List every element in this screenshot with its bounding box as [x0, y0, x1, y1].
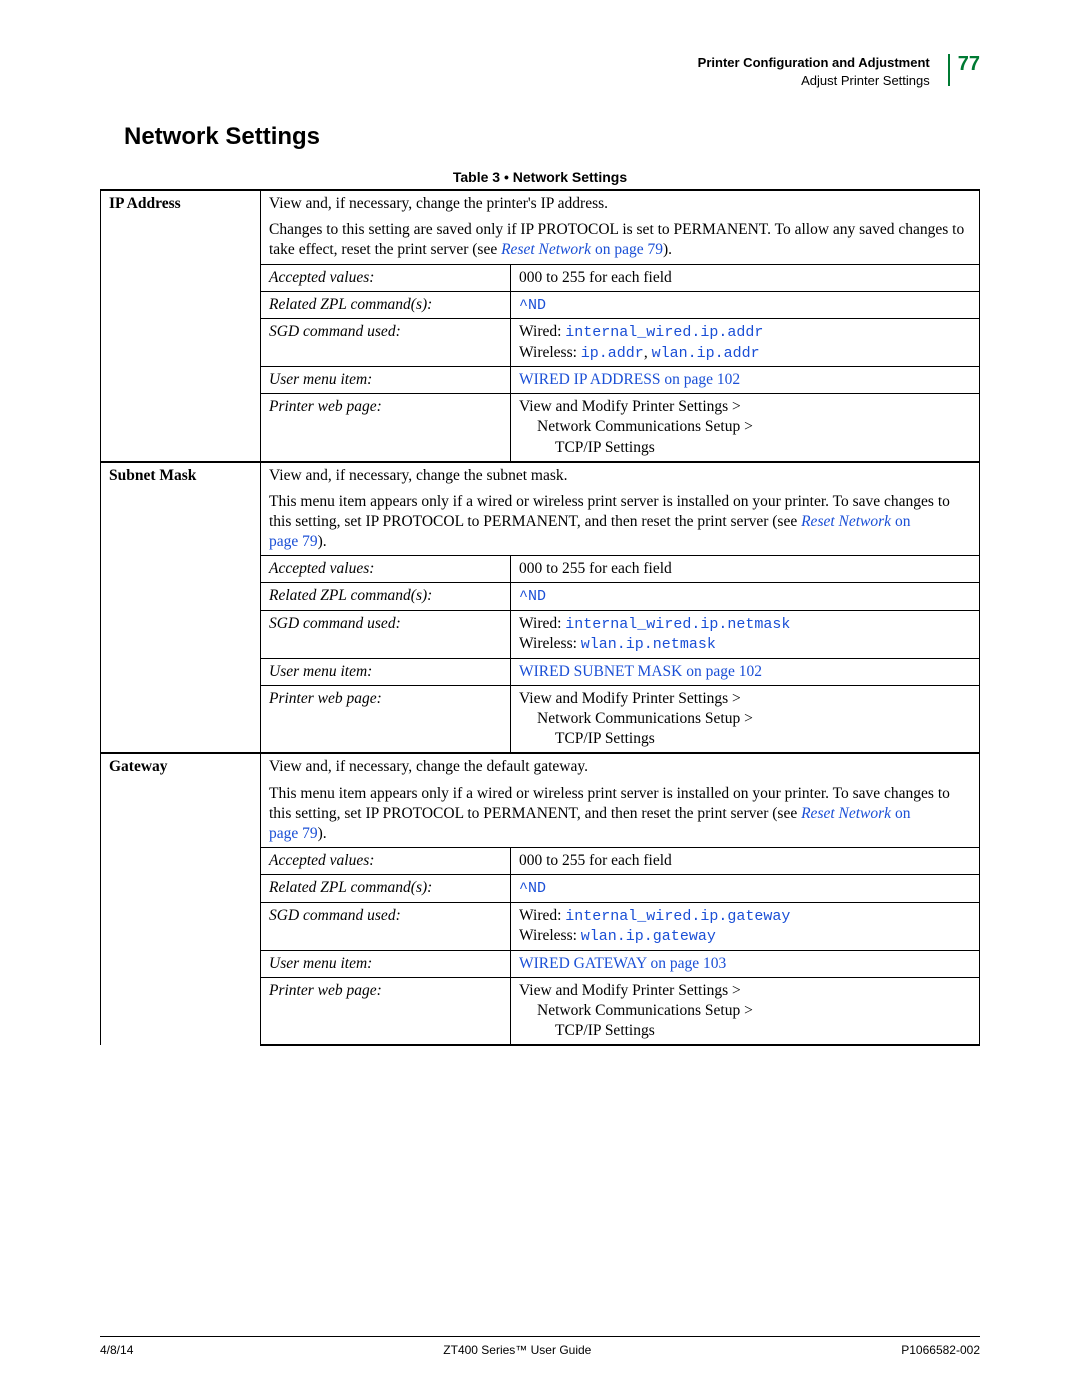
row-header-gateway: Gateway — [101, 753, 261, 1045]
row-header-subnet: Subnet Mask — [101, 462, 261, 754]
text: Network Communications Setup > — [519, 709, 971, 729]
text: Wired: — [519, 615, 565, 632]
text: Wireless: — [519, 635, 581, 652]
subnet-menu: WIRED SUBNET MASK on page 102 — [511, 658, 980, 685]
label-menu: User menu item: — [261, 367, 511, 394]
subnet-zpl: ^ND — [511, 583, 980, 611]
label-menu: User menu item: — [261, 658, 511, 685]
ip-accepted: 000 to 255 for each field — [511, 264, 980, 291]
reset-network-link[interactable]: Reset Network — [801, 513, 891, 530]
text: Wired: — [519, 907, 565, 924]
reset-network-link[interactable]: Reset Network — [801, 805, 891, 822]
gateway-sgd: Wired: internal_wired.ip.gateway Wireles… — [511, 902, 980, 950]
code: ^ND — [519, 297, 546, 314]
reset-network-link[interactable]: Reset Network — [501, 241, 591, 258]
text: ). — [318, 825, 327, 842]
code: wlan.ip.addr — [652, 345, 760, 362]
menu-link[interactable]: WIRED GATEWAY on page 103 — [519, 955, 726, 972]
label-zpl: Related ZPL command(s): — [261, 875, 511, 903]
subnet-sgd: Wired: internal_wired.ip.netmask Wireles… — [511, 610, 980, 658]
text: TCP/IP Settings — [519, 1021, 971, 1041]
reset-network-page[interactable]: on page 79 — [591, 241, 663, 258]
code: internal_wired.ip.netmask — [565, 616, 790, 633]
gateway-accepted: 000 to 255 for each field — [511, 848, 980, 875]
ip-web: View and Modify Printer Settings > Netwo… — [511, 394, 980, 462]
label-sgd: SGD command used: — [261, 902, 511, 950]
table-row: Subnet Mask View and, if necessary, chan… — [101, 462, 980, 489]
gateway-menu: WIRED GATEWAY on page 103 — [511, 950, 980, 977]
network-settings-table: IP Address View and, if necessary, chang… — [100, 189, 980, 1046]
menu-link[interactable]: WIRED IP ADDRESS on page 102 — [519, 371, 740, 388]
ip-desc1: View and, if necessary, change the print… — [261, 190, 980, 217]
page: Printer Configuration and Adjustment Adj… — [0, 0, 1080, 1397]
label-accepted: Accepted values: — [261, 264, 511, 291]
section-title: Network Settings — [124, 123, 980, 151]
text: View and Modify Printer Settings > — [519, 398, 741, 415]
label-sgd: SGD command used: — [261, 319, 511, 367]
label-accepted: Accepted values: — [261, 556, 511, 583]
label-zpl: Related ZPL command(s): — [261, 583, 511, 611]
label-web: Printer web page: — [261, 977, 511, 1045]
label-zpl: Related ZPL command(s): — [261, 291, 511, 319]
header-section: Printer Configuration and Adjustment — [698, 54, 930, 72]
subnet-desc2: This menu item appears only if a wired o… — [261, 489, 980, 556]
footer-date: 4/8/14 — [100, 1343, 133, 1357]
text: Wireless: — [519, 927, 581, 944]
header-text: Printer Configuration and Adjustment Adj… — [698, 54, 940, 89]
text: Network Communications Setup > — [519, 417, 971, 437]
label-web: Printer web page: — [261, 686, 511, 754]
header-subsection: Adjust Printer Settings — [698, 72, 930, 90]
table-row: IP Address View and, if necessary, chang… — [101, 190, 980, 217]
text: TCP/IP Settings — [519, 438, 971, 458]
label-menu: User menu item: — [261, 950, 511, 977]
code: internal_wired.ip.addr — [565, 324, 763, 341]
label-sgd: SGD command used: — [261, 610, 511, 658]
text: View and Modify Printer Settings > — [519, 690, 741, 707]
label-accepted: Accepted values: — [261, 848, 511, 875]
page-footer: 4/8/14 ZT400 Series™ User Guide P1066582… — [100, 1336, 980, 1357]
code: ^ND — [519, 588, 546, 605]
subnet-web: View and Modify Printer Settings > Netwo… — [511, 686, 980, 754]
ip-sgd: Wired: internal_wired.ip.addr Wireless: … — [511, 319, 980, 367]
header-divider — [948, 54, 950, 86]
gateway-web: View and Modify Printer Settings > Netwo… — [511, 977, 980, 1045]
text: ). — [318, 533, 327, 550]
code: ^ND — [519, 880, 546, 897]
menu-link[interactable]: WIRED SUBNET MASK on page 102 — [519, 663, 762, 680]
subnet-desc1: View and, if necessary, change the subne… — [261, 462, 980, 489]
ip-menu: WIRED IP ADDRESS on page 102 — [511, 367, 980, 394]
footer-title: ZT400 Series™ User Guide — [443, 1343, 591, 1357]
text: ). — [663, 241, 672, 258]
ip-desc2: Changes to this setting are saved only i… — [261, 217, 980, 264]
code: ip.addr — [581, 345, 644, 362]
row-header-ip: IP Address — [101, 190, 261, 462]
label-web: Printer web page: — [261, 394, 511, 462]
text: View and Modify Printer Settings > — [519, 982, 741, 999]
text: Wired: — [519, 323, 565, 340]
table-row: Gateway View and, if necessary, change t… — [101, 753, 980, 780]
code: internal_wired.ip.gateway — [565, 908, 790, 925]
text: Wireless: — [519, 344, 581, 361]
footer-docnum: P1066582-002 — [901, 1343, 980, 1357]
gateway-desc2: This menu item appears only if a wired o… — [261, 781, 980, 848]
subnet-accepted: 000 to 255 for each field — [511, 556, 980, 583]
text: Network Communications Setup > — [519, 1001, 971, 1021]
table-caption: Table 3 • Network Settings — [100, 169, 980, 185]
ip-zpl: ^ND — [511, 291, 980, 319]
gateway-zpl: ^ND — [511, 875, 980, 903]
page-header: Printer Configuration and Adjustment Adj… — [100, 54, 980, 89]
text: TCP/IP Settings — [519, 729, 971, 749]
text: , — [644, 344, 652, 361]
code: wlan.ip.netmask — [581, 636, 716, 653]
code: wlan.ip.gateway — [581, 928, 716, 945]
page-number: 77 — [958, 54, 980, 74]
gateway-desc1: View and, if necessary, change the defau… — [261, 753, 980, 780]
